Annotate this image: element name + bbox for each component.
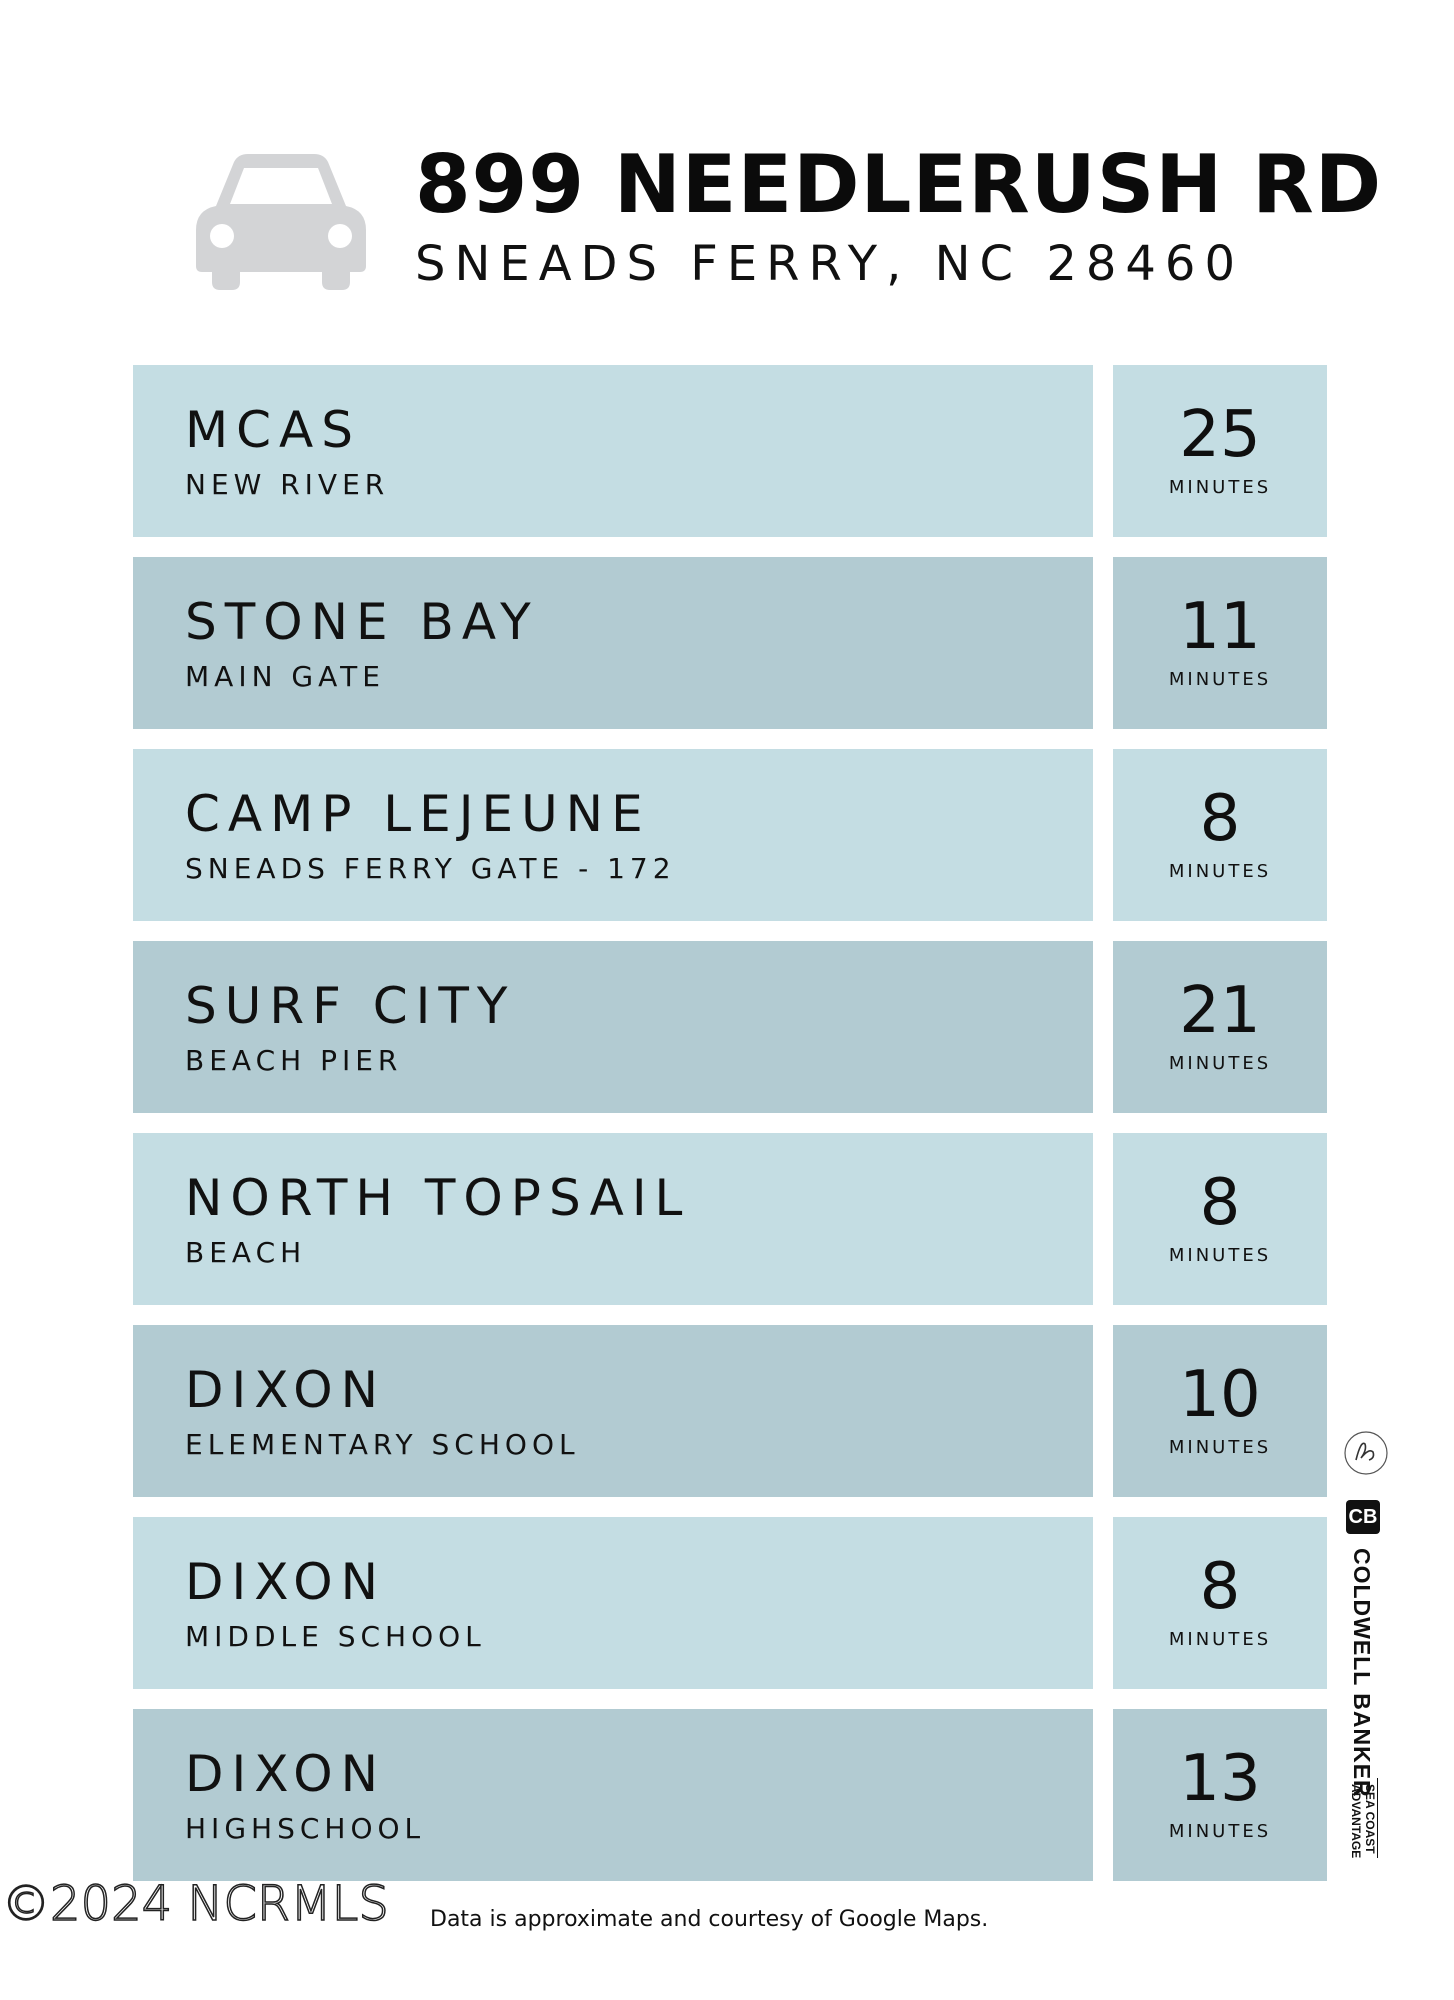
destination-panel: SURF CITY BEACH PIER (133, 941, 1093, 1113)
drive-time-row: NORTH TOPSAIL BEACH 8 MINUTES (133, 1133, 1327, 1305)
destination-panel: NORTH TOPSAIL BEACH (133, 1133, 1093, 1305)
data-source-note: Data is approximate and courtesy of Goog… (430, 1907, 989, 1932)
brokerage-name: COLDWELL BANKER (1349, 1548, 1375, 1798)
drive-time-panel: 11 MINUTES (1113, 557, 1327, 729)
drive-time-value: 25 (1179, 398, 1261, 472)
drive-time-value: 21 (1179, 974, 1261, 1048)
destination-panel: DIXON HIGHSCHOOL (133, 1709, 1093, 1881)
drive-time-unit: MINUTES (1168, 861, 1272, 882)
destination-name: SURF CITY (185, 977, 516, 1035)
property-address: 899 NEEDLERUSH RD (415, 138, 1383, 231)
drive-time-row: DIXON HIGHSCHOOL 13 MINUTES (133, 1709, 1327, 1881)
destination-panel: MCAS NEW RIVER (133, 365, 1093, 537)
drive-time-panel: 25 MINUTES (1113, 365, 1327, 537)
property-city-state-zip: SNEADS FERRY, NC 28460 (415, 236, 1245, 292)
drive-time-unit: MINUTES (1168, 669, 1272, 690)
drive-time-panel: 8 MINUTES (1113, 749, 1327, 921)
logo-letters: CB (1348, 1506, 1378, 1528)
destination-detail: HIGHSCHOOL (185, 1812, 426, 1845)
drive-time-value: 8 (1199, 1166, 1241, 1240)
brokerage-office: SEA COAST ADVANTAGE (1349, 1778, 1378, 1859)
destination-name: DIXON (185, 1745, 387, 1803)
drive-time-panel: 8 MINUTES (1113, 1133, 1327, 1305)
drive-time-value: 10 (1179, 1358, 1261, 1432)
drive-time-panel: 10 MINUTES (1113, 1325, 1327, 1497)
drive-time-unit: MINUTES (1168, 477, 1272, 498)
destination-detail: MAIN GATE (185, 660, 385, 693)
destination-name: NORTH TOPSAIL (185, 1169, 691, 1227)
brokerage-branding: CB COLDWELL BANKER SEA COAST ADVANTAGE (1335, 1430, 1395, 1880)
drive-time-unit: MINUTES (1168, 1437, 1272, 1458)
destination-panel: DIXON ELEMENTARY SCHOOL (133, 1325, 1093, 1497)
drive-time-row: SURF CITY BEACH PIER 21 MINUTES (133, 941, 1327, 1113)
drive-time-unit: MINUTES (1168, 1629, 1272, 1650)
destination-name: STONE BAY (185, 593, 539, 651)
drive-time-unit: MINUTES (1168, 1821, 1272, 1842)
destination-detail: SNEADS FERRY GATE - 172 (185, 852, 676, 885)
destination-panel: STONE BAY MAIN GATE (133, 557, 1093, 729)
drive-time-value: 11 (1179, 590, 1261, 664)
drive-time-panel: 21 MINUTES (1113, 941, 1327, 1113)
coldwell-banker-logo-icon: CB (1346, 1500, 1380, 1534)
drive-times-list: MCAS NEW RIVER 25 MINUTES STONE BAY MAIN… (133, 365, 1327, 1901)
car-icon (196, 154, 366, 290)
header: 899 NEEDLERUSH RD SNEADS FERRY, NC 28460 (190, 140, 1381, 310)
destination-panel: DIXON MIDDLE SCHOOL (133, 1517, 1093, 1689)
drive-time-row: DIXON MIDDLE SCHOOL 8 MINUTES (133, 1517, 1327, 1689)
copyright-watermark: ©2024 NCRMLS (1, 1876, 389, 1932)
destination-name: DIXON (185, 1553, 387, 1611)
drive-time-unit: MINUTES (1168, 1245, 1272, 1266)
drive-time-panel: 13 MINUTES (1113, 1709, 1327, 1881)
signature-mark-icon (1344, 1431, 1388, 1475)
drive-time-row: MCAS NEW RIVER 25 MINUTES (133, 365, 1327, 537)
drive-time-row: STONE BAY MAIN GATE 11 MINUTES (133, 557, 1327, 729)
destination-detail: BEACH (185, 1236, 307, 1269)
destination-panel: CAMP LEJEUNE SNEADS FERRY GATE - 172 (133, 749, 1093, 921)
drive-time-value: 8 (1199, 782, 1241, 856)
drive-time-row: DIXON ELEMENTARY SCHOOL 10 MINUTES (133, 1325, 1327, 1497)
destination-detail: ELEMENTARY SCHOOL (185, 1428, 580, 1461)
destination-detail: MIDDLE SCHOOL (185, 1620, 486, 1653)
drive-time-value: 8 (1199, 1550, 1241, 1624)
drive-time-unit: MINUTES (1168, 1053, 1272, 1074)
destination-name: MCAS (185, 401, 361, 459)
destination-detail: BEACH PIER (185, 1044, 403, 1077)
destination-name: DIXON (185, 1361, 387, 1419)
drive-time-value: 13 (1179, 1742, 1261, 1816)
drive-time-row: CAMP LEJEUNE SNEADS FERRY GATE - 172 8 M… (133, 749, 1327, 921)
destination-detail: NEW RIVER (185, 468, 390, 501)
destination-name: CAMP LEJEUNE (185, 785, 651, 843)
drive-time-panel: 8 MINUTES (1113, 1517, 1327, 1689)
